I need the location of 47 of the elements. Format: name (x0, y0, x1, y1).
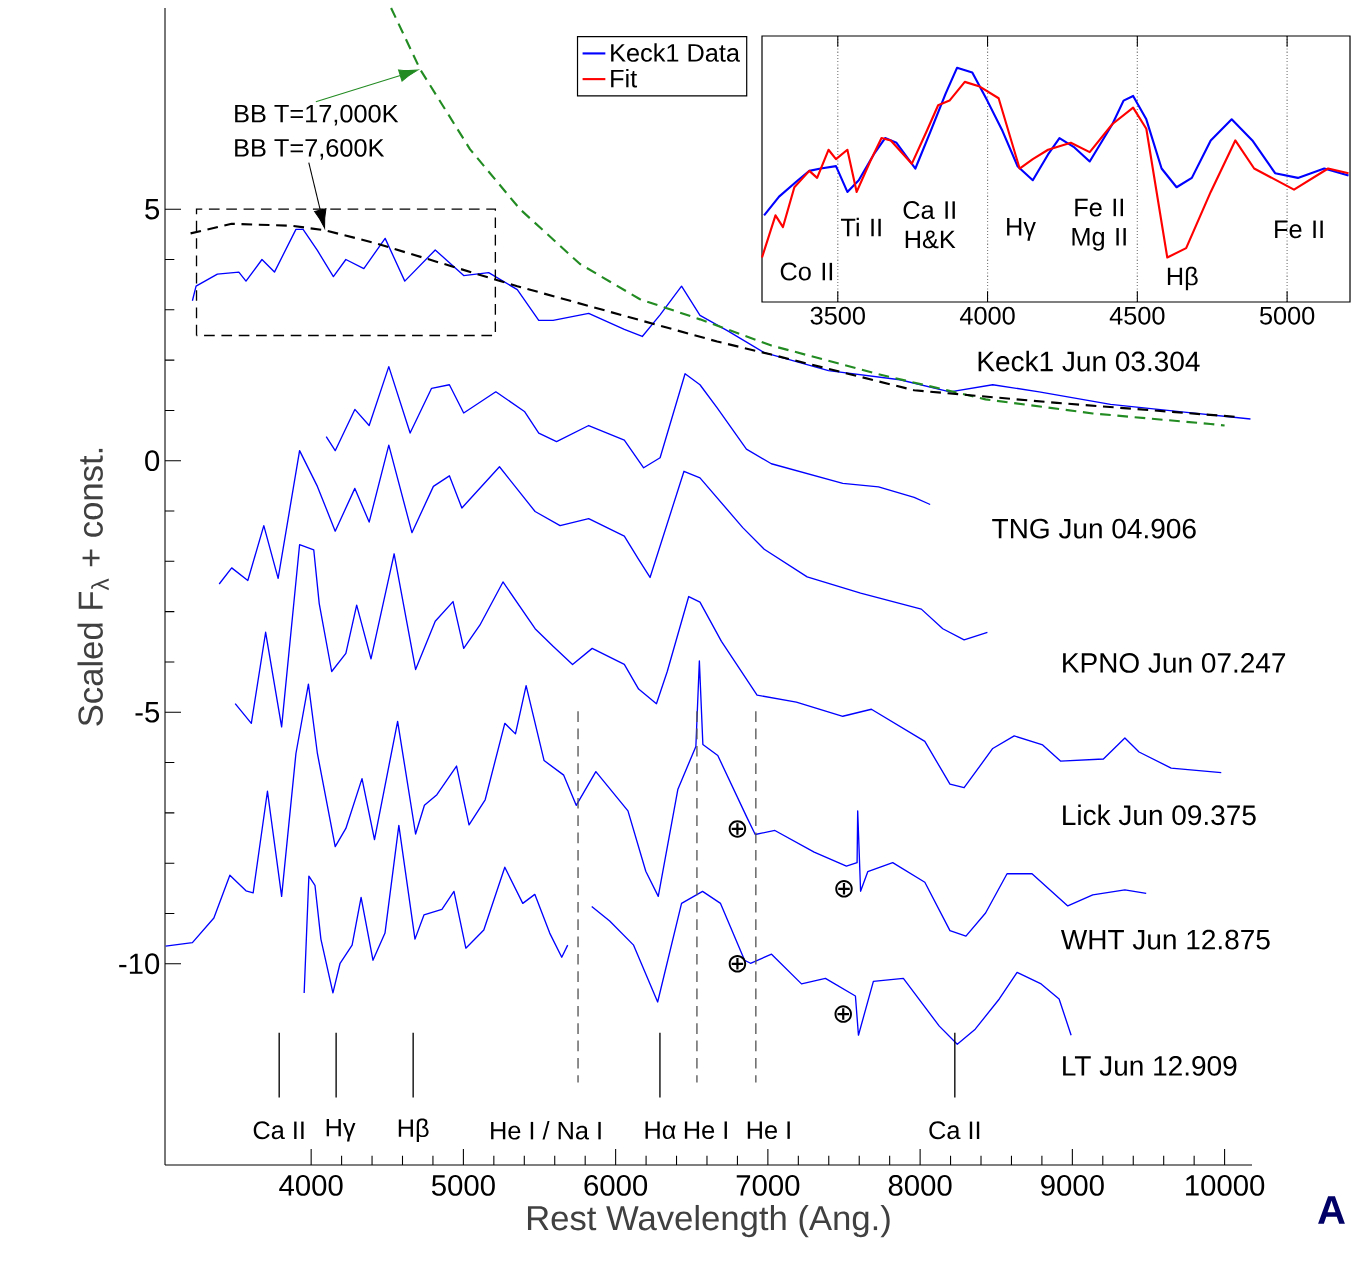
annotation: ⊕ (728, 955, 747, 973)
text: A (1318, 1196, 1345, 1224)
ref-line-label: Ca II (929, 1121, 980, 1140)
annotation: Ti II (840, 217, 881, 237)
y-tick-label: 0 (145, 450, 160, 472)
x-tick-label: 5000 (1259, 306, 1315, 325)
x-tick-label: 9000 (1041, 1175, 1104, 1196)
x-tick-label: 6000 (584, 1175, 648, 1196)
ref-line-label: Hγ (326, 1118, 356, 1142)
x-tick-label: 8000 (888, 1175, 952, 1196)
annotation: Hγ (1007, 218, 1036, 241)
x-tick-label: 7000 (736, 1175, 800, 1196)
text: TNG Jun 04.906 (992, 518, 1196, 539)
legend-label: Fit (611, 68, 638, 88)
legend-label: BB T=17,000K (235, 104, 399, 126)
x-tick-label: 10000 (1186, 1175, 1265, 1196)
annotation: Co II (780, 262, 833, 281)
text: KPNO Jun 07.247 (1063, 653, 1286, 673)
legend-label: Keck1 Data (611, 43, 741, 62)
series-label: Keck1 Jun 03.304 (978, 350, 1200, 372)
text: BB T=7,600K (235, 138, 385, 160)
ref-line-label: Ca II (253, 1121, 304, 1140)
series-label: LT Jun 12.909 (1063, 1055, 1237, 1076)
ref-line-label: He I (747, 1121, 790, 1140)
x-tick-label: 4000 (279, 1175, 343, 1196)
y-axis-title: Scaled F$_{λ}$ + const. (77, 448, 109, 726)
annotation: ⊕ (835, 880, 853, 898)
series-label: Lick Jun 09.375 (1063, 804, 1256, 826)
x-tick-label: 4000 (959, 306, 1015, 325)
y-tick-label: -10 (119, 953, 160, 975)
y-tick-label: -5 (135, 702, 160, 723)
x-tick-label: 4500 (1109, 306, 1165, 325)
ref-line-label: He I / Na I (491, 1120, 601, 1140)
x-axis-title: Rest Wavelength (Ang.) (527, 1204, 890, 1238)
annotation: Hβ (1167, 266, 1198, 291)
annotation: ⊕ (728, 820, 747, 838)
ref-line-label: He I (684, 1121, 727, 1140)
ref-line-label: Hβ (398, 1118, 429, 1143)
annotation: Ca II H&K (903, 201, 956, 249)
ref-line-label: Hα (645, 1121, 676, 1140)
x-tick-label: 3500 (810, 306, 865, 325)
x-tick-label: 5000 (431, 1175, 495, 1196)
y-tick-label: 5 (145, 198, 160, 220)
annotation: Fe II (1275, 220, 1323, 239)
annotation: Fe II Mg II (1072, 198, 1126, 251)
annotation: ⊕ (834, 1005, 852, 1023)
series-label: WHT Jun 12.875 (1060, 929, 1270, 950)
